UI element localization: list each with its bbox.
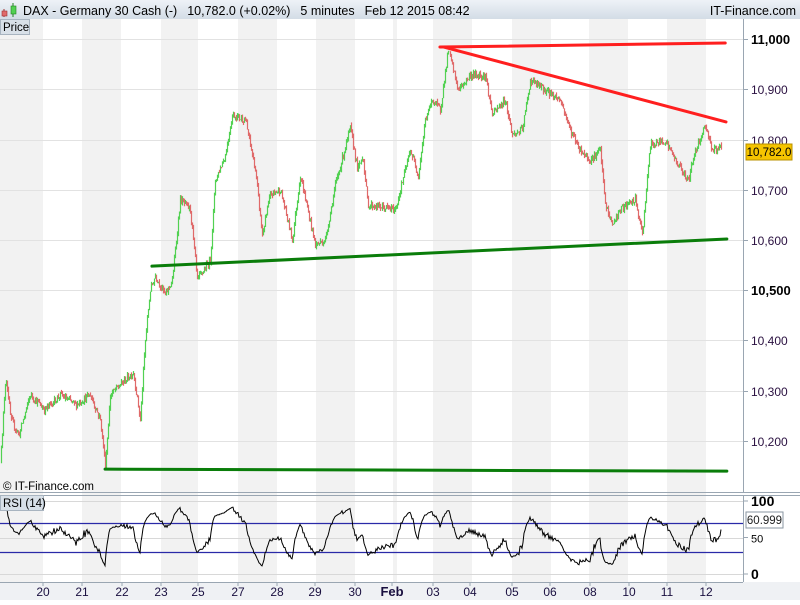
support-trend-line[interactable]	[103, 467, 729, 473]
time-tick-label: 11	[661, 585, 674, 599]
rsi-line	[2, 504, 722, 568]
resistance-trend-line[interactable]	[438, 41, 727, 49]
time-tick-label: 25	[191, 585, 205, 599]
day-stripe	[161, 19, 198, 582]
brand-label: IT-Finance.com	[710, 4, 796, 18]
time-tick-label: 27	[231, 585, 245, 599]
candlestick-icon	[1, 3, 17, 17]
rsi-axis-labels: 100 50 0	[743, 493, 775, 582]
current-price-value: 10,782.0	[747, 147, 792, 159]
time-tick-label: 29	[308, 585, 322, 599]
price-tick-label: 10,900	[751, 83, 788, 97]
rsi-label: RSI (14)	[3, 498, 46, 510]
quote-value: 10,782.0 (+0.02%)	[187, 4, 290, 18]
day-stripe	[238, 19, 277, 582]
time-tick-label: Feb	[380, 584, 403, 599]
time-tick-label: 23	[154, 585, 168, 599]
time-tick-label: 22	[115, 585, 129, 599]
datetime-label: Feb 12 2015 08:42	[365, 4, 470, 18]
price-gridlines	[0, 39, 743, 442]
time-tick-label: 03	[426, 585, 440, 599]
resistance-trend-line[interactable]	[442, 45, 728, 124]
day-stripe	[82, 19, 121, 582]
price-axis-labels: 11,00010,90010,80010,70010,60010,50010,4…	[743, 32, 791, 449]
day-stripes	[0, 19, 706, 582]
rsi-value-tag	[745, 511, 784, 529]
price-tick-label: 10,300	[751, 385, 788, 399]
time-axis	[0, 582, 800, 600]
time-tick-label: 05	[505, 585, 519, 599]
day-stripe	[512, 19, 551, 582]
price-tick-label: 10,200	[751, 435, 788, 449]
day-stripe	[316, 19, 355, 582]
trend-lines	[103, 41, 729, 473]
price-panel-label: Price	[3, 22, 29, 34]
rsi-label-box	[0, 495, 44, 511]
watermark: © IT-Finance.com	[3, 481, 94, 493]
current-price-tag	[745, 143, 793, 161]
day-stripe	[393, 19, 397, 582]
price-tick-label: 10,400	[751, 334, 788, 348]
day-stripe	[0, 19, 43, 582]
instrument-title: DAX - Germany 30 Cash (-)	[23, 4, 177, 18]
day-stripe	[433, 19, 472, 582]
price-panel-label-box	[0, 19, 30, 35]
time-tick-label: 28	[270, 585, 284, 599]
header-bar	[0, 0, 800, 19]
rsi-value: 60.999	[747, 515, 782, 527]
price-tick-label: 10,500	[751, 283, 791, 298]
price-tick-label: 11,000	[751, 32, 790, 47]
time-tick-label: 08	[583, 585, 597, 599]
time-tick-label: 06	[543, 585, 557, 599]
time-tick-label: 12	[699, 585, 713, 599]
time-tick-label: 30	[348, 585, 362, 599]
time-tick-label: 10	[622, 585, 636, 599]
time-axis-labels: 20 21 22 23 25 27 28 29 30 Feb 03 04 05 06 08 10 11 12	[36, 582, 713, 599]
rsi-tick-label: 100	[751, 493, 775, 509]
time-tick-label: 04	[463, 585, 477, 599]
rsi-tick-label: 0	[751, 566, 759, 582]
rsi-tick-label: 50	[751, 534, 763, 546]
price-tick-label: 10,700	[751, 184, 788, 198]
day-stripe	[667, 19, 706, 582]
interval-label: 5 minutes	[300, 4, 354, 18]
time-tick-label: 20	[36, 585, 50, 599]
price-tick-label: 10,600	[751, 234, 788, 248]
time-tick-label: 21	[75, 585, 89, 599]
support-trend-line[interactable]	[150, 237, 729, 268]
day-stripe	[589, 19, 628, 582]
